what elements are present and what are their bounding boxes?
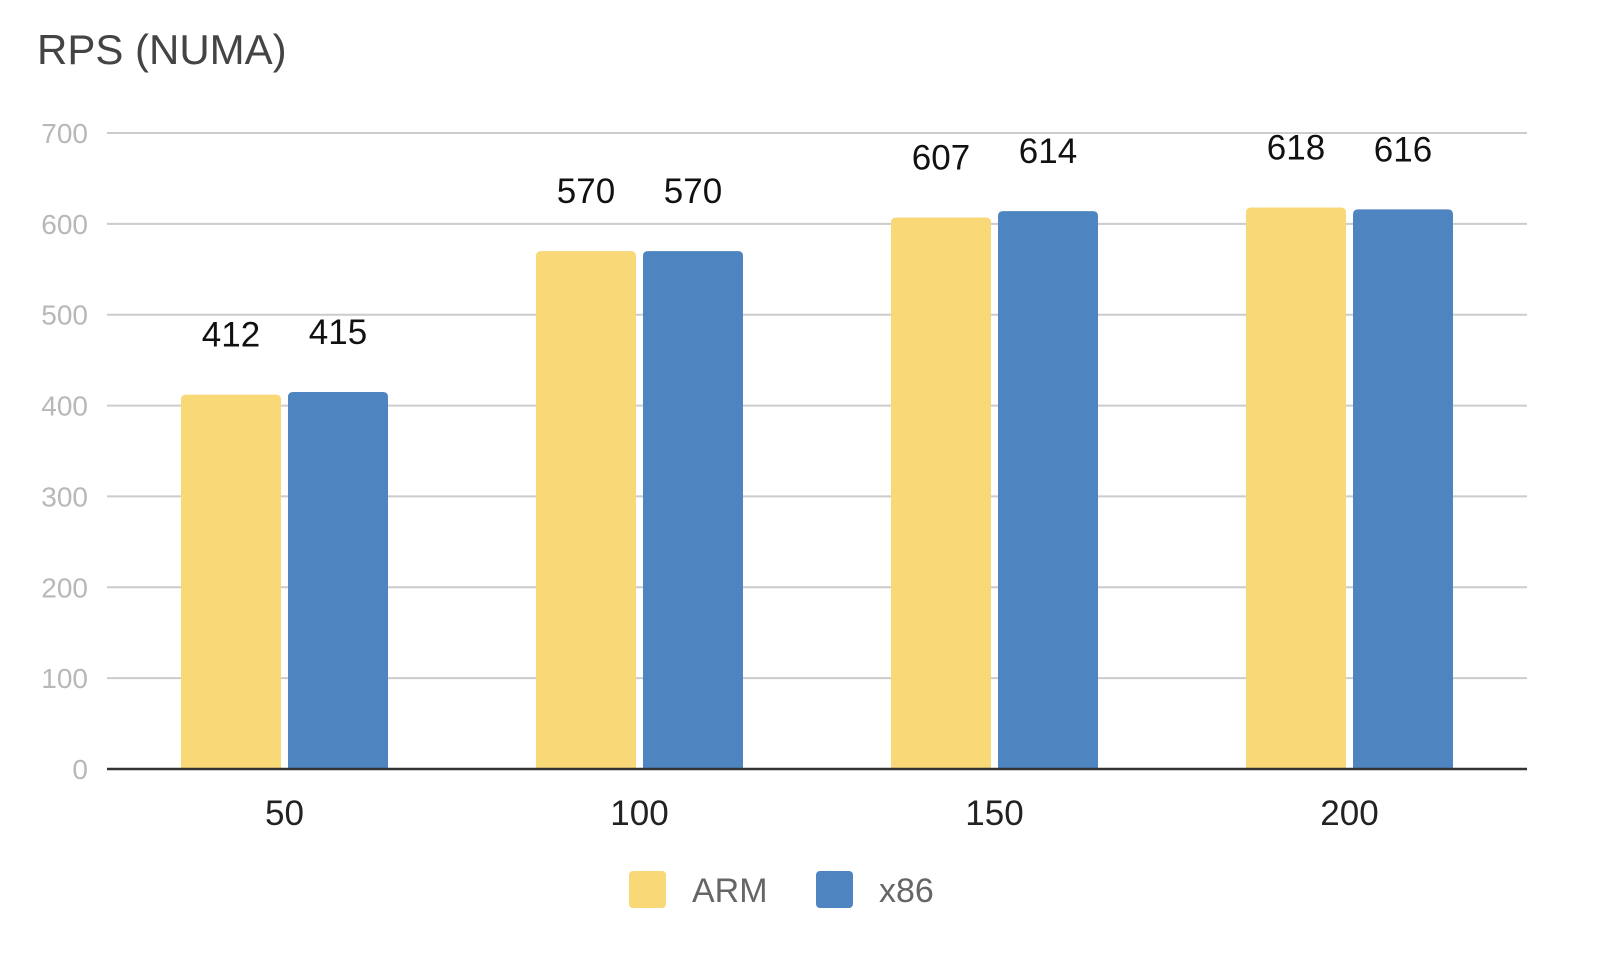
data-label: 607 bbox=[912, 138, 970, 177]
x-tick-label: 100 bbox=[610, 794, 668, 833]
data-label: 570 bbox=[664, 172, 722, 211]
bars bbox=[181, 207, 1453, 770]
y-tick-label: 300 bbox=[41, 481, 88, 512]
bar-x86-100 bbox=[643, 251, 743, 770]
x-tick-label: 200 bbox=[1320, 794, 1378, 833]
data-label: 614 bbox=[1019, 132, 1077, 171]
data-label: 415 bbox=[309, 313, 367, 352]
x-tick-label: 150 bbox=[965, 794, 1023, 833]
data-labels: 412 415 570 570 607 614 618 616 bbox=[202, 129, 1432, 355]
bar-x86-150 bbox=[998, 211, 1098, 769]
y-tick-label: 100 bbox=[41, 663, 88, 694]
chart-title: RPS (NUMA) bbox=[37, 26, 287, 73]
x-tick-label: 50 bbox=[265, 794, 304, 833]
bar-x86-50 bbox=[288, 391, 388, 769]
axes: 0 100 200 300 400 500 600 700 50 100 150 200 bbox=[41, 118, 1527, 833]
y-tick-label: 500 bbox=[41, 300, 88, 331]
legend-swatch-arm bbox=[629, 871, 666, 908]
data-label: 570 bbox=[557, 172, 615, 211]
bar-arm-200 bbox=[1246, 207, 1346, 769]
bar-arm-150 bbox=[891, 217, 991, 770]
legend: ARM x86 bbox=[629, 871, 934, 910]
bar-x86-200 bbox=[1353, 209, 1453, 769]
data-label: 412 bbox=[202, 316, 260, 355]
y-tick-label: 400 bbox=[41, 391, 88, 422]
legend-label-x86: x86 bbox=[879, 872, 934, 910]
bar-arm-100 bbox=[536, 251, 636, 770]
legend-swatch-x86 bbox=[816, 871, 853, 908]
legend-label-arm: ARM bbox=[692, 872, 768, 910]
data-label: 616 bbox=[1374, 130, 1432, 169]
y-tick-label: 0 bbox=[72, 754, 88, 785]
data-label: 618 bbox=[1267, 129, 1325, 168]
y-tick-label: 700 bbox=[41, 118, 88, 149]
bar-arm-50 bbox=[181, 394, 281, 769]
y-tick-label: 200 bbox=[41, 572, 88, 603]
y-tick-label: 600 bbox=[41, 209, 88, 240]
